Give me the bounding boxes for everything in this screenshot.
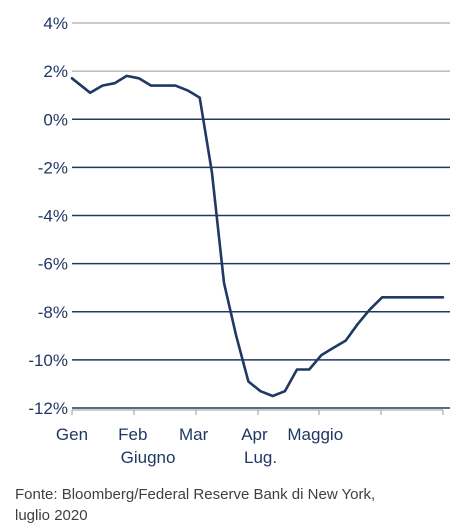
- y-tick-label: 0%: [43, 110, 68, 129]
- y-tick-label: -12%: [28, 399, 68, 418]
- x-tick-label: Gen: [56, 425, 88, 444]
- y-tick-label: 4%: [43, 14, 68, 33]
- series-line: [70, 74, 445, 398]
- x-tick-label: Lug.: [244, 448, 277, 467]
- y-tick-label: -6%: [38, 255, 68, 274]
- y-tick-label: 2%: [43, 62, 68, 81]
- y-tick-label: -4%: [38, 207, 68, 226]
- x-tick-label: Mar: [179, 425, 209, 444]
- source-note: Fonte: Bloomberg/Federal Reserve Bank di…: [15, 484, 465, 526]
- y-tick-label: -8%: [38, 303, 68, 322]
- x-tick-label: Apr: [241, 425, 268, 444]
- y-tick-label: -2%: [38, 158, 68, 177]
- line-chart: 4% 2% 0% -2% -4% -6% -8% -10% -12% Gen Feb Mar Apr Ma…: [28, 14, 450, 467]
- chart: 4% 2% 0% -2% -4% -6% -8% -10% -12% Gen Feb Mar Apr Ma…: [28, 14, 450, 467]
- x-tick-label: Feb: [118, 425, 147, 444]
- x-tick-label: Giugno: [121, 448, 176, 467]
- x-tick-label: Maggio: [287, 425, 343, 444]
- source-line-2: luglio 2020: [15, 507, 88, 524]
- source-line-1: Fonte: Bloomberg/Federal Reserve Bank di…: [15, 486, 376, 503]
- y-tick-label: -10%: [28, 351, 68, 370]
